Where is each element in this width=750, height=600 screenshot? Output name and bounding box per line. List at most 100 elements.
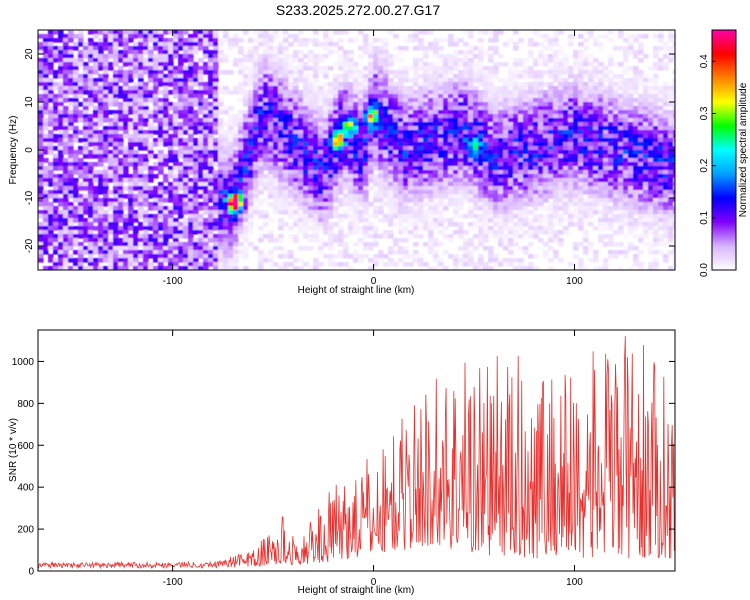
spectrogram-cell	[108, 38, 114, 43]
spectrogram-cell	[433, 154, 439, 159]
spectrogram-cell	[468, 182, 474, 187]
spectrogram-cell	[433, 182, 439, 187]
spectrogram-cell	[163, 46, 169, 51]
spectrogram-cell	[183, 198, 189, 203]
spectrogram-cell	[358, 170, 364, 175]
spectrogram-cell	[103, 214, 109, 219]
spectrogram-cell	[468, 210, 474, 215]
spectrogram-cell	[243, 166, 249, 171]
spectrogram-cell	[213, 210, 219, 215]
spectrogram-cell	[268, 218, 274, 223]
spectrogram-cell	[363, 190, 369, 195]
spectrogram-cell	[213, 74, 219, 79]
spectrogram-cell	[338, 110, 344, 115]
spectrogram-cell	[58, 258, 64, 263]
spectrogram-cell	[113, 226, 119, 231]
spectrogram-cell	[508, 138, 514, 143]
spectrogram-cell	[368, 170, 374, 175]
spectrogram-cell	[193, 62, 199, 67]
spectrogram-cell	[178, 142, 184, 147]
spectrogram-cell	[153, 242, 159, 247]
spectrogram-cell	[223, 246, 229, 251]
spectrogram-cell	[58, 58, 64, 63]
spectrogram-cell	[503, 178, 509, 183]
spectrogram-cell	[258, 162, 264, 167]
spectrogram-cell	[133, 186, 139, 191]
spectrogram-cell	[183, 102, 189, 107]
spectrogram-cell	[363, 254, 369, 259]
spectrogram-cell	[113, 150, 119, 155]
spectrogram-cell	[363, 106, 369, 111]
spectrogram-cell	[408, 98, 414, 103]
spectrogram-cell	[273, 122, 279, 127]
spectrogram-cell	[113, 86, 119, 91]
spectrogram-cell	[493, 34, 499, 39]
spectrogram-cell	[168, 30, 174, 35]
spectrogram-cell	[328, 166, 334, 171]
spectrogram-cell	[248, 98, 254, 103]
spectrogram-cell	[143, 58, 149, 63]
spectrogram-cell	[98, 74, 104, 79]
spectrogram-cell	[288, 86, 294, 91]
spectrogram-cell	[193, 194, 199, 199]
spectrogram-cell	[123, 98, 129, 103]
spectrogram-cell	[168, 54, 174, 59]
spectrogram-cell	[413, 70, 419, 75]
spectrogram-cell	[318, 126, 324, 131]
spectrogram-cell	[453, 90, 459, 95]
spectrogram-cell	[448, 154, 454, 159]
spectrogram-cell	[98, 242, 104, 247]
spectrogram-cell	[488, 150, 494, 155]
spectrogram-cell	[303, 194, 309, 199]
spectrogram-cell	[63, 246, 69, 251]
spectrogram-cell	[483, 102, 489, 107]
spectrogram-cell	[113, 146, 119, 151]
spectrogram-cell	[438, 58, 444, 63]
spectrogram-cell	[538, 138, 544, 143]
spectrogram-cell	[78, 158, 84, 163]
spectrogram-cell	[103, 242, 109, 247]
spectrogram-cell	[143, 134, 149, 139]
spectrogram-cell	[183, 126, 189, 131]
spectrogram-cell	[313, 86, 319, 91]
spectrogram-cell	[528, 174, 534, 179]
spectrogram-cell	[313, 78, 319, 83]
spectrogram-cell	[203, 254, 209, 259]
spectrogram-cell	[88, 66, 94, 71]
spectrogram-cell	[448, 110, 454, 115]
spectrogram-cell	[388, 98, 394, 103]
spectrogram-cell	[183, 90, 189, 95]
spectrogram-cell	[53, 162, 59, 167]
spectrogram-cell	[183, 166, 189, 171]
spectrogram-cell	[228, 222, 234, 227]
spectrogram-cell	[93, 66, 99, 71]
spectrogram-cell	[353, 170, 359, 175]
spectrogram-cell	[533, 218, 539, 223]
spectrogram-cell	[493, 254, 499, 259]
spectrogram-cell	[473, 66, 479, 71]
spectrogram-cell	[223, 158, 229, 163]
spectrogram-cell	[488, 194, 494, 199]
spectrogram-cell	[538, 62, 544, 67]
spectrogram-cell	[133, 46, 139, 51]
spectrogram-cell	[428, 134, 434, 139]
spectrogram-cell	[48, 138, 54, 143]
spectrogram-cell	[243, 222, 249, 227]
spectrogram-cell	[313, 142, 319, 147]
spectrogram-cell	[418, 258, 424, 263]
spectrogram-cell	[58, 46, 64, 51]
spectrogram-cell	[363, 102, 369, 107]
spectrogram-cell	[123, 106, 129, 111]
spectrogram-cell	[308, 38, 314, 43]
spectrogram-cell	[338, 198, 344, 203]
spectrogram-cell	[123, 146, 129, 151]
spectrogram-cell	[48, 234, 54, 239]
spectrogram-cell	[213, 254, 219, 259]
spectrogram-cell	[503, 186, 509, 191]
spectrogram-cell	[393, 46, 399, 51]
spectrogram-cell	[183, 50, 189, 55]
spectrogram-cell	[223, 190, 229, 195]
spectrogram-cell	[308, 158, 314, 163]
spectrogram-cell	[123, 186, 129, 191]
spectrogram-cell	[188, 222, 194, 227]
